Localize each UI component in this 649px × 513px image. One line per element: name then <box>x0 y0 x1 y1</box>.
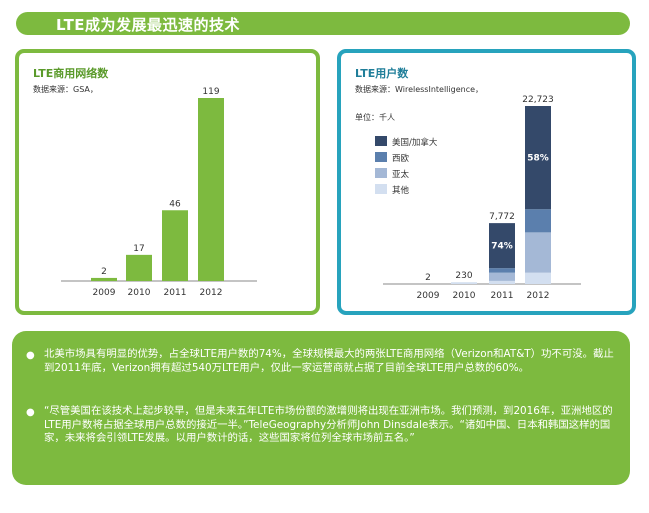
legend-label-0: 美国/加拿大 <box>392 137 438 148</box>
bar-segment-2012-3 <box>525 272 551 284</box>
users-chart-source: 数据来源：WirelessIntelligence， <box>355 85 484 94</box>
data-label-2011: 46 <box>169 199 181 209</box>
bullet-marker: ● <box>26 350 35 361</box>
bar-segment-2011-0 <box>489 223 515 269</box>
bar-segment-2011-3 <box>489 280 515 284</box>
legend-swatch-0 <box>375 136 387 146</box>
notes-panel: ● 北美市场具有明显的优势，占全球LTE用户数的74%，全球规模最大的两张LTE… <box>12 331 630 485</box>
bar-2012 <box>198 98 224 281</box>
data-label-2010: 17 <box>133 244 144 254</box>
bullet-marker: ● <box>26 407 35 418</box>
bullet-text-1: 北美市场具有明显的优势，占全球LTE用户数的74%，全球规模最大的两张LTE商用… <box>44 348 614 374</box>
users-chart-unit: 单位：千人 <box>355 113 395 122</box>
bar-segment-2012-1 <box>525 209 551 233</box>
total-label-2010: 230 <box>455 271 472 281</box>
data-label-2009: 2 <box>101 267 107 277</box>
total-label-2012: 22,723 <box>522 95 554 105</box>
bar-segment-2011-2 <box>489 272 515 281</box>
lte-users-panel: LTE用户数 数据来源：WirelessIntelligence， 单位：千人 … <box>337 49 636 315</box>
users-chart-title: LTE用户数 <box>355 67 409 80</box>
tick-label-2010: 2010 <box>128 288 151 298</box>
bar-segment-2012-0 <box>525 106 551 210</box>
legend-label-2: 亚太 <box>392 169 410 180</box>
data-label-2012: 119 <box>202 87 219 97</box>
bar-segment-2010-3 <box>451 282 477 284</box>
tick-label-2009: 2009 <box>93 288 116 298</box>
legend-label-3: 其他 <box>392 185 410 196</box>
annotation-2011: 74% <box>491 242 513 252</box>
bullet-text-2: “尽管美国在该技术上起步较早，但是未来五年LTE市场份额的激增则将出现在亚洲市场… <box>44 405 613 444</box>
networks-chart-source: 数据来源：GSA， <box>33 85 98 94</box>
tick-label-2012: 2012 <box>527 291 550 301</box>
tick-label-2009: 2009 <box>417 291 440 301</box>
bar-segment-2012-2 <box>525 232 551 273</box>
title-bar: LTE成为发展最迅速的技术 <box>16 12 630 35</box>
networks-bar-chart: 2 2009 17 2010 46 2011 119 2012 <box>61 87 257 298</box>
tick-label-2011: 2011 <box>164 288 187 298</box>
total-label-2011: 7,772 <box>489 212 515 222</box>
annotation-2012: 58% <box>527 154 549 164</box>
legend-label-1: 西欧 <box>392 153 410 164</box>
legend-swatch-1 <box>375 152 387 162</box>
lte-networks-panel: LTE商用网络数 数据来源：GSA， 2 2009 17 2010 46 2011 119 2… <box>15 49 320 315</box>
bar-segment-2011-1 <box>489 268 515 273</box>
tick-label-2011: 2011 <box>491 291 514 301</box>
page-title: LTE成为发展最迅速的技术 <box>56 16 241 34</box>
tick-label-2012: 2012 <box>200 288 223 298</box>
legend-swatch-2 <box>375 168 387 178</box>
bar-2011 <box>162 210 188 281</box>
bar-2009 <box>91 277 117 281</box>
legend-swatch-3 <box>375 184 387 194</box>
networks-chart-title: LTE商用网络数 <box>33 67 109 80</box>
bar-2010 <box>126 254 152 281</box>
total-label-2009: 2 <box>425 273 431 283</box>
tick-label-2010: 2010 <box>453 291 476 301</box>
